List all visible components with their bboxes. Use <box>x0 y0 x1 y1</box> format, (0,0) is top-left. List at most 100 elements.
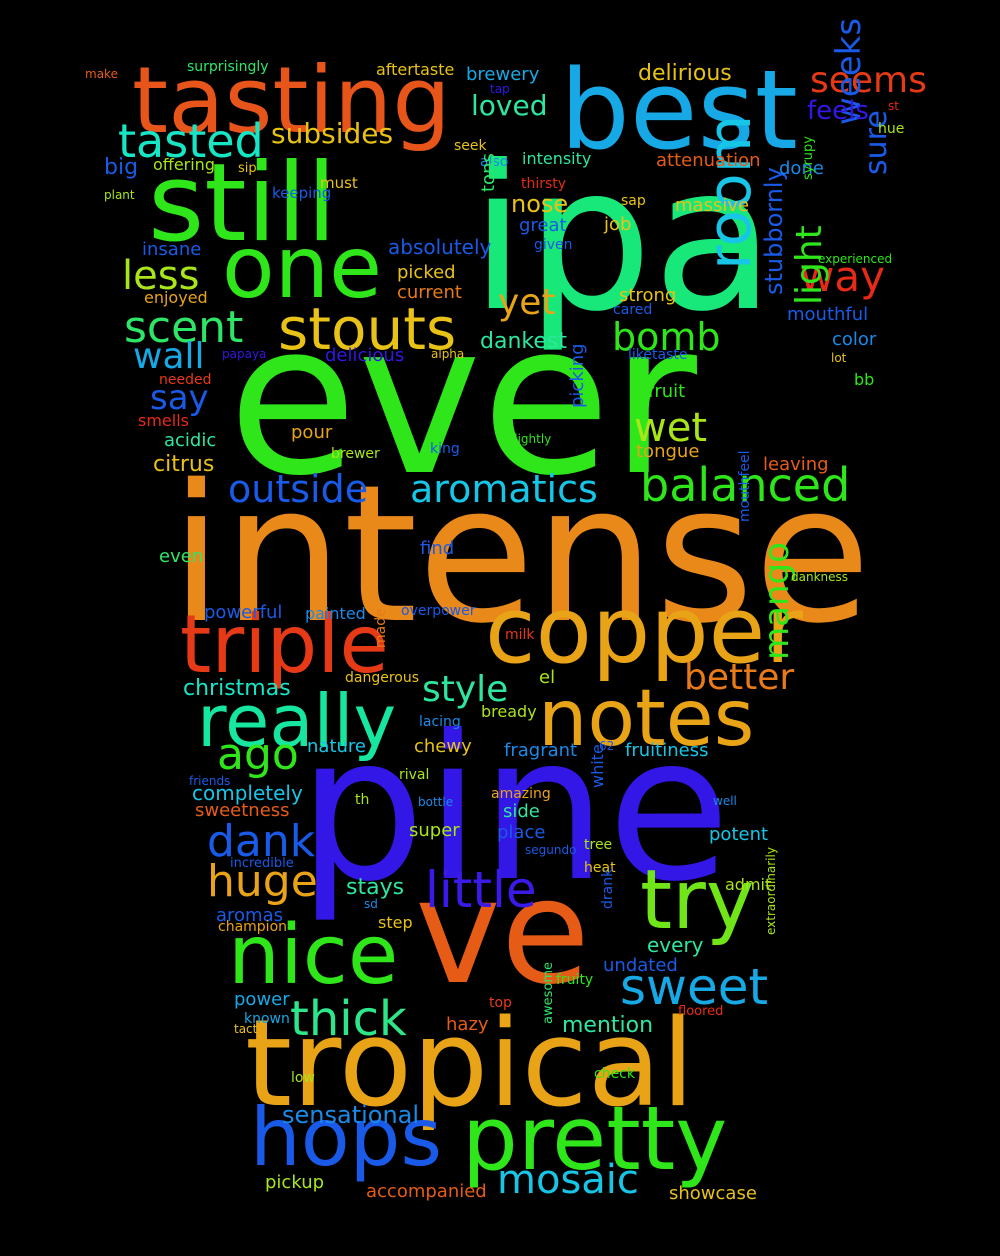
word-el: el <box>539 667 556 688</box>
word-completely: completely <box>192 781 303 805</box>
word-say: say <box>150 378 209 418</box>
word-top: top <box>489 995 512 1011</box>
word-aromatics: aromatics <box>410 467 598 511</box>
word-leaving: leaving <box>763 454 829 475</box>
word-best: best <box>560 46 798 174</box>
word-plant: plant <box>104 188 135 202</box>
word-fruity: fruity <box>556 972 594 988</box>
word-nature: nature <box>307 736 366 757</box>
word-citrus: citrus <box>153 452 215 477</box>
word-showcase: showcase <box>669 1183 757 1204</box>
word-delirious: delirious <box>638 61 732 86</box>
word-yet: yet <box>498 282 556 323</box>
word-triple: triple <box>180 598 389 691</box>
word-sweet: sweet <box>620 958 769 1016</box>
word-experienced: experienced <box>818 252 893 266</box>
word-lot: lot <box>831 351 847 365</box>
word-insane: insane <box>142 239 202 260</box>
word-chewy: chewy <box>414 736 472 757</box>
word-sensational: sensational <box>282 1101 420 1129</box>
word-hazy: hazy <box>446 1014 489 1035</box>
word-massive: massive <box>675 195 750 216</box>
word-still: still <box>148 141 337 266</box>
word-surprisingly: surprisingly <box>187 59 269 75</box>
word-check: check <box>594 1066 635 1082</box>
word-really: really <box>197 679 397 763</box>
word-accompanied: accompanied <box>366 1181 487 1202</box>
word-pretty: pretty <box>462 1087 728 1190</box>
word-tree: tree <box>584 837 613 853</box>
word-loved: loved <box>471 89 548 122</box>
word-brewer: brewer <box>331 446 380 462</box>
word-enjoyed: enjoyed <box>144 288 208 307</box>
word-dankness: dankness <box>791 570 849 584</box>
word-balanced: balanced <box>640 458 851 512</box>
word-make: make <box>85 67 118 81</box>
word-feels: feels <box>807 96 869 126</box>
word-copper: copper <box>485 577 804 684</box>
word-admit: admit <box>725 875 772 894</box>
word-mention: mention <box>562 1013 654 1038</box>
word-must: must <box>320 174 358 192</box>
word-stouts: stouts <box>278 295 457 363</box>
word-given: given <box>534 237 573 253</box>
word-try: try <box>640 853 755 948</box>
word-painted: painted <box>305 604 366 623</box>
word-scent: scent <box>124 302 244 353</box>
word-cared: cared <box>613 302 653 318</box>
word-nice: nice <box>228 908 399 1003</box>
word-heat: heat <box>584 860 616 876</box>
word-current: current <box>397 282 462 303</box>
word-one: one <box>222 218 383 318</box>
word-sweetness: sweetness <box>195 800 290 821</box>
word-tact: tact <box>234 1022 258 1036</box>
word-drank: drank <box>600 868 616 909</box>
word-syrupy: syrupy <box>801 136 816 180</box>
word-friends: friends <box>189 774 231 788</box>
word-dangerous: dangerous <box>345 670 420 686</box>
word-find: find <box>420 538 455 559</box>
word-also: also <box>480 154 509 170</box>
word-stubbornly: stubbornly <box>760 167 788 295</box>
word-wet: wet <box>634 405 708 451</box>
word-big: big <box>104 155 139 180</box>
word-delicious: delicious <box>325 345 405 366</box>
word-sd: sd <box>364 897 378 911</box>
word-aromas: aromas <box>216 905 283 926</box>
word-floored: floored <box>678 1004 724 1019</box>
word-sip: sip <box>238 161 257 176</box>
word-bready: bready <box>481 702 537 721</box>
word-pine: pine <box>298 693 731 926</box>
word-fruit: fruit <box>648 381 686 402</box>
word-known: known <box>244 1011 290 1027</box>
word-overpower: overpower <box>401 603 476 619</box>
word-smells: smells <box>138 411 189 430</box>
word-extraordinarily: extraordinarily <box>764 847 778 935</box>
word-brewery: brewery <box>466 64 540 85</box>
word-christmas: christmas <box>183 676 291 701</box>
word-wall: wall <box>133 336 205 377</box>
word-st: st <box>888 99 899 113</box>
word-made: made <box>373 608 389 648</box>
word-tasted: tasted <box>118 114 264 168</box>
word-place: place <box>497 822 546 843</box>
word-champion: champion <box>218 919 288 935</box>
word-ever: ever <box>228 277 698 522</box>
word-62: 62 <box>599 739 615 753</box>
word-color: color <box>832 329 877 350</box>
word-seems: seems <box>810 60 927 101</box>
word-tons: tons <box>478 153 499 192</box>
word-power: power <box>234 989 290 1010</box>
word-step: step <box>378 913 413 932</box>
word-strong: strong <box>619 285 677 306</box>
word-tongue: tongue <box>636 441 700 462</box>
word-pickup: pickup <box>265 1172 325 1193</box>
word-mango: mango <box>757 542 797 660</box>
word-every: every <box>647 933 704 957</box>
word-sap: sap <box>621 193 646 209</box>
word-papaya: papaya <box>222 347 267 361</box>
word-job: job <box>604 214 632 235</box>
word-dankest: dankest <box>480 329 567 354</box>
word-amazing: amazing <box>491 786 551 802</box>
word-aftertaste: aftertaste <box>376 60 455 79</box>
